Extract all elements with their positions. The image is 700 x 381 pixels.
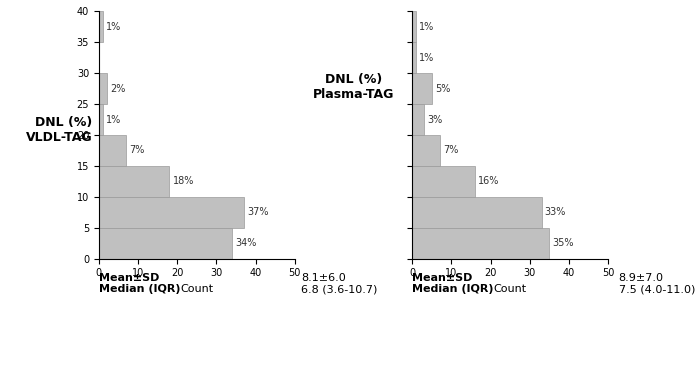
Text: 8.9±7.0
7.5 (4.0-11.0): 8.9±7.0 7.5 (4.0-11.0) [619, 273, 695, 295]
Bar [99, 228, 232, 259]
Bar [412, 197, 542, 228]
Text: 34%: 34% [235, 238, 257, 248]
Bar [412, 73, 432, 104]
Text: 7%: 7% [130, 146, 145, 155]
Text: 1%: 1% [419, 53, 435, 63]
Text: Mean±SD
Median (IQR): Mean±SD Median (IQR) [412, 273, 493, 295]
Bar [412, 42, 416, 73]
Text: 1%: 1% [106, 115, 121, 125]
Text: DNL (%)
VLDL-TAG: DNL (%) VLDL-TAG [26, 116, 92, 144]
Text: 35%: 35% [552, 238, 574, 248]
Bar [99, 73, 106, 104]
Bar [412, 11, 416, 42]
X-axis label: Count: Count [180, 284, 214, 294]
Bar [99, 135, 126, 166]
Text: DNL (%)
Plasma-TAG: DNL (%) Plasma-TAG [313, 73, 394, 101]
Text: 2%: 2% [110, 84, 125, 94]
Text: 37%: 37% [247, 207, 268, 217]
Text: Mean±SD
Median (IQR): Mean±SD Median (IQR) [99, 273, 181, 295]
Bar [99, 104, 103, 135]
Text: 5%: 5% [435, 84, 450, 94]
Text: 1%: 1% [106, 22, 121, 32]
Bar [412, 166, 475, 197]
Bar [412, 104, 424, 135]
Bar [99, 166, 169, 197]
Text: 1%: 1% [419, 22, 435, 32]
Bar [99, 197, 244, 228]
Text: 8.1±6.0
6.8 (3.6-10.7): 8.1±6.0 6.8 (3.6-10.7) [301, 273, 377, 295]
Bar [99, 11, 103, 42]
Text: 33%: 33% [545, 207, 566, 217]
Bar [412, 135, 440, 166]
Text: 18%: 18% [172, 176, 194, 186]
Text: 7%: 7% [443, 146, 459, 155]
X-axis label: Count: Count [494, 284, 527, 294]
Text: 16%: 16% [478, 176, 499, 186]
Bar [412, 228, 550, 259]
Text: 3%: 3% [427, 115, 442, 125]
